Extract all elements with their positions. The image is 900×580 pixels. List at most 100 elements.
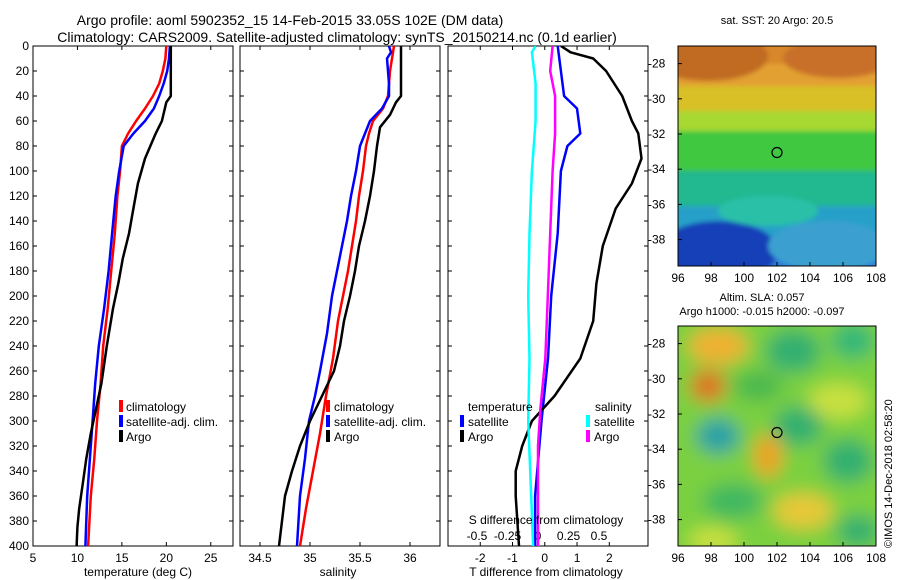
map-y-tick-label: -34 <box>648 442 666 456</box>
series-line-argo <box>277 46 403 546</box>
map-x-tick-label: 96 <box>671 271 685 285</box>
legend-label-satellite: satellite-adj. clim. <box>126 415 218 429</box>
x-tick-label: 25 <box>204 551 218 565</box>
x-tick-label: -1 <box>507 551 518 565</box>
map-x-tick-label: 100 <box>734 551 754 565</box>
x-tick-label: 10 <box>71 551 85 565</box>
salinity-diff-tick-label: 0.5 <box>591 529 608 543</box>
map-y-tick-label: -38 <box>648 233 666 247</box>
x-tick-label: -2 <box>475 551 486 565</box>
legend-swatch-t-satellite <box>460 415 464 427</box>
legend-title-salinity: salinity <box>595 400 632 414</box>
x-tick-label: 5 <box>30 551 37 565</box>
depth-tick-label: 220 <box>9 314 29 328</box>
map-y-tick-label: -28 <box>648 337 666 351</box>
depth-tick-label: 200 <box>9 289 29 303</box>
difference-legend: temperature satellite Argo salinity sate… <box>460 400 635 444</box>
difference-panel: -2 -1 0 1 2 -0.5 -0.25 0 0.25 0.5 temperature sa… <box>447 45 649 579</box>
depth-tick-label: 260 <box>9 364 29 378</box>
map-y-tick-label: -32 <box>648 127 666 141</box>
legend-swatch-argo <box>326 430 330 442</box>
map-x-tick-label: 106 <box>833 551 853 565</box>
map-y-tick-label: -36 <box>648 197 666 211</box>
legend-swatch-climatology <box>326 400 330 412</box>
map-y-tick-label: -30 <box>648 372 666 386</box>
temperature-difference-label: T difference from climatology <box>469 565 623 579</box>
x-tick-label: 34.5 <box>248 551 272 565</box>
temperature-series <box>75 46 173 546</box>
legend-swatch-satellite <box>119 415 123 427</box>
sla-argo-location-marker <box>771 426 783 439</box>
depth-tick-label: 380 <box>9 514 29 528</box>
legend-label-s-satellite: satellite <box>594 415 635 429</box>
depth-tick-label: 320 <box>9 439 29 453</box>
map-y-tick-label: -30 <box>648 92 666 106</box>
legend-swatch-t-argo <box>460 430 464 442</box>
legend-swatch-climatology <box>119 400 123 412</box>
sla-map-axes: 96 98 100 102 104 106 108 -28 -30 -32 -34 -36 -38 <box>648 337 886 565</box>
map-x-tick-label: 104 <box>800 551 820 565</box>
sla-map: Altim. SLA: 0.057 Argo h1000: -0.015 h20… <box>648 292 886 565</box>
depth-tick-label: 0 <box>22 39 29 53</box>
map-y-tick-label: -28 <box>648 57 666 71</box>
salinity-x-axis: 34.5 35 35.5 36 <box>240 45 440 565</box>
map-x-tick-label: 100 <box>734 271 754 285</box>
depth-tick-label: 360 <box>9 489 29 503</box>
map-x-tick-label: 108 <box>866 551 886 565</box>
difference-x-axis: -2 -1 0 1 2 <box>448 45 648 565</box>
series-line-argo <box>75 46 173 546</box>
legend-title-temperature: temperature <box>468 400 533 414</box>
salinity-diff-tick-label: -0.25 <box>494 529 522 543</box>
map-y-tick-label: -38 <box>648 513 666 527</box>
temperature-x-label: temperature (deg C) <box>84 565 192 579</box>
depth-tick-label: 400 <box>9 539 29 553</box>
legend-swatch-argo <box>119 430 123 442</box>
sla-map-title: Altim. SLA: 0.057 <box>720 292 805 304</box>
map-x-tick-label: 102 <box>767 271 787 285</box>
difference-series <box>514 46 643 546</box>
depth-tick-label: 140 <box>9 214 29 228</box>
legend-label-climatology: climatology <box>126 400 186 414</box>
sst-map-image <box>678 46 876 266</box>
footer-credit: ©IMOS 14-Dec-2018 02:58:20 <box>883 399 895 548</box>
legend-swatch-satellite <box>326 415 330 427</box>
depth-tick-label: 240 <box>9 339 29 353</box>
legend-label-argo: Argo <box>334 430 360 444</box>
map-y-tick-label: -36 <box>648 477 666 491</box>
legend-label-argo: Argo <box>126 430 152 444</box>
map-x-tick-label: 96 <box>671 551 685 565</box>
map-y-tick-label: -34 <box>648 162 666 176</box>
sst-map-title: sat. SST: 20 Argo: 20.5 <box>721 15 834 27</box>
sla-map-image <box>678 326 876 546</box>
map-x-tick-label: 98 <box>704 271 718 285</box>
map-x-tick-label: 108 <box>866 271 886 285</box>
depth-axis: 0 20 40 60 80 100 120 140 160 180 200 220 240 260 280 3… <box>9 39 233 553</box>
x-tick-label: 35 <box>303 551 317 565</box>
series-line-climatology <box>86 46 168 546</box>
series-line-satellite-adj-clim- <box>84 46 172 546</box>
legend-label-satellite: satellite-adj. clim. <box>334 415 426 429</box>
series-line-s-argo <box>536 46 557 546</box>
sst-map-axes: 96 98 100 102 104 106 108 -28 -30 -32 -34 -36 -38 <box>648 57 886 285</box>
temperature-x-axis: 5 10 15 20 25 <box>30 46 218 565</box>
depth-tick-label: 280 <box>9 389 29 403</box>
salinity-panel: 34.5 35 35.5 36 climatology satellite-adj. … <box>239 45 441 579</box>
series-line-t-argo <box>514 46 643 546</box>
x-tick-label: 1 <box>574 551 581 565</box>
map-x-tick-label: 106 <box>833 271 853 285</box>
depth-tick-label: 340 <box>9 464 29 478</box>
sla-map-subtitle: Argo h1000: -0.015 h2000: -0.097 <box>679 306 844 318</box>
map-x-tick-label: 102 <box>767 551 787 565</box>
depth-tick-label: 60 <box>16 114 30 128</box>
x-tick-label: 35.5 <box>348 551 372 565</box>
salinity-difference-label: S difference from climatology <box>469 513 624 527</box>
temperature-plot-frame <box>32 45 234 547</box>
map-x-tick-label: 104 <box>800 271 820 285</box>
depth-tick-label: 120 <box>9 189 29 203</box>
series-line-satellite-adj-clim- <box>295 46 393 546</box>
legend-label-t-argo: Argo <box>468 430 494 444</box>
chart-title-line2: Climatology: CARS2009. Satellite-adjuste… <box>57 29 617 45</box>
x-tick-label: 36 <box>403 551 417 565</box>
legend-swatch-s-satellite <box>586 415 590 427</box>
